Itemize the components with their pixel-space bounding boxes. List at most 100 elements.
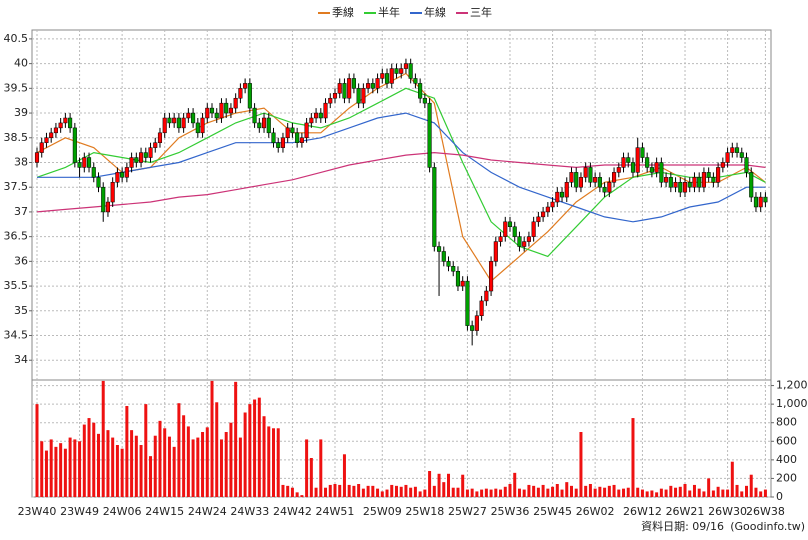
volume-bar: [163, 428, 167, 497]
volume-bar: [167, 436, 171, 497]
candle-body: [569, 172, 574, 183]
candle-body: [351, 78, 356, 89]
volume-bar: [461, 474, 465, 497]
y-tick-label: 37.5: [4, 180, 29, 193]
candle-body: [734, 147, 740, 153]
volume-bar: [754, 487, 758, 497]
volume-bar: [272, 428, 275, 497]
volume-bar: [73, 439, 77, 497]
candle-body: [124, 167, 129, 178]
volume-bar: [333, 484, 337, 497]
candle-body: [545, 206, 550, 213]
volume-bar: [78, 441, 82, 497]
candle-body: [403, 63, 408, 69]
volume-bar: [149, 456, 153, 497]
candle-body: [692, 177, 697, 188]
volume-bar: [749, 474, 753, 497]
candle-body: [252, 107, 257, 124]
volume-bar: [371, 485, 375, 497]
volume-bar: [456, 487, 460, 497]
volume-bar: [418, 491, 422, 497]
volume-bar: [669, 485, 673, 497]
candle-body: [105, 201, 111, 213]
candle-body: [366, 83, 371, 89]
volume-bar: [144, 404, 148, 497]
candle-body: [214, 112, 219, 119]
x-tick-label: 24W42: [273, 505, 312, 518]
volume-bar: [134, 435, 138, 497]
volume-bar: [451, 487, 455, 497]
candle-body: [460, 280, 465, 287]
volume-bar: [579, 432, 583, 497]
candle-body: [49, 132, 54, 139]
candle-body: [744, 157, 749, 173]
volume-bar: [711, 490, 715, 497]
y-tick-label: 35: [14, 304, 28, 317]
candle-body: [280, 137, 286, 148]
candle-body: [375, 78, 380, 89]
volume-bar: [716, 486, 720, 497]
date-note: 資料日期: 09/16: [641, 519, 724, 533]
candle-body: [616, 167, 621, 173]
candle-body: [181, 117, 186, 129]
candle-body: [304, 122, 309, 139]
candle-body: [730, 147, 735, 153]
volume-bar: [588, 484, 592, 497]
candle-body: [526, 236, 531, 242]
candle-body: [228, 107, 233, 114]
volume-bar: [517, 488, 521, 497]
volume-bar: [380, 491, 384, 497]
volume-bar: [428, 471, 432, 497]
candle-body: [668, 177, 673, 188]
candle-body: [446, 261, 451, 267]
y-tick-label: 40: [14, 57, 28, 70]
volume-bar: [655, 492, 659, 497]
volume-bar: [536, 487, 540, 497]
candle-body: [517, 236, 522, 247]
y-tick-label: 36: [14, 254, 28, 267]
volume-bar: [532, 485, 536, 497]
candle-body: [673, 182, 678, 188]
volume-bar: [522, 489, 526, 497]
volume-bar: [59, 443, 63, 497]
candle-body: [224, 102, 229, 114]
candle-body: [167, 117, 172, 124]
y2-tick-label: 800: [776, 416, 797, 429]
candle-body: [701, 172, 706, 188]
candle-body: [34, 152, 40, 163]
candle-body: [238, 88, 243, 99]
volume-bar: [196, 437, 200, 497]
candle-body: [630, 162, 636, 173]
x-tick-label: 24W06: [103, 505, 142, 518]
x-tick-label: 24W15: [145, 505, 184, 518]
candle-body: [687, 182, 692, 188]
candle-body: [711, 177, 716, 183]
candle-body: [261, 117, 267, 129]
candle-body: [200, 117, 205, 134]
y-tick-label: 34: [14, 353, 28, 366]
candle-body: [394, 68, 399, 74]
volume-bar: [224, 432, 228, 497]
volume-bar: [697, 488, 701, 497]
y-tick-label: 37: [14, 205, 28, 218]
volume-bar: [366, 485, 370, 497]
candle-body: [153, 142, 158, 148]
candle-body: [649, 167, 654, 173]
volume-bar: [300, 495, 304, 497]
volume-bar: [489, 489, 493, 497]
y-tick-label: 38.5: [4, 131, 29, 144]
candle-body: [356, 88, 361, 104]
candle-body: [559, 191, 565, 198]
candle-body: [139, 152, 144, 163]
candle-body: [716, 167, 721, 183]
volume-bar: [257, 397, 261, 497]
candle-body: [749, 172, 754, 198]
volume-bar: [201, 432, 205, 497]
candle-body: [441, 251, 446, 262]
volume-bar: [560, 489, 564, 497]
volume-bar: [721, 489, 725, 497]
volume-bar: [636, 487, 640, 497]
ma-line: [37, 112, 766, 223]
candle-body: [44, 137, 49, 143]
